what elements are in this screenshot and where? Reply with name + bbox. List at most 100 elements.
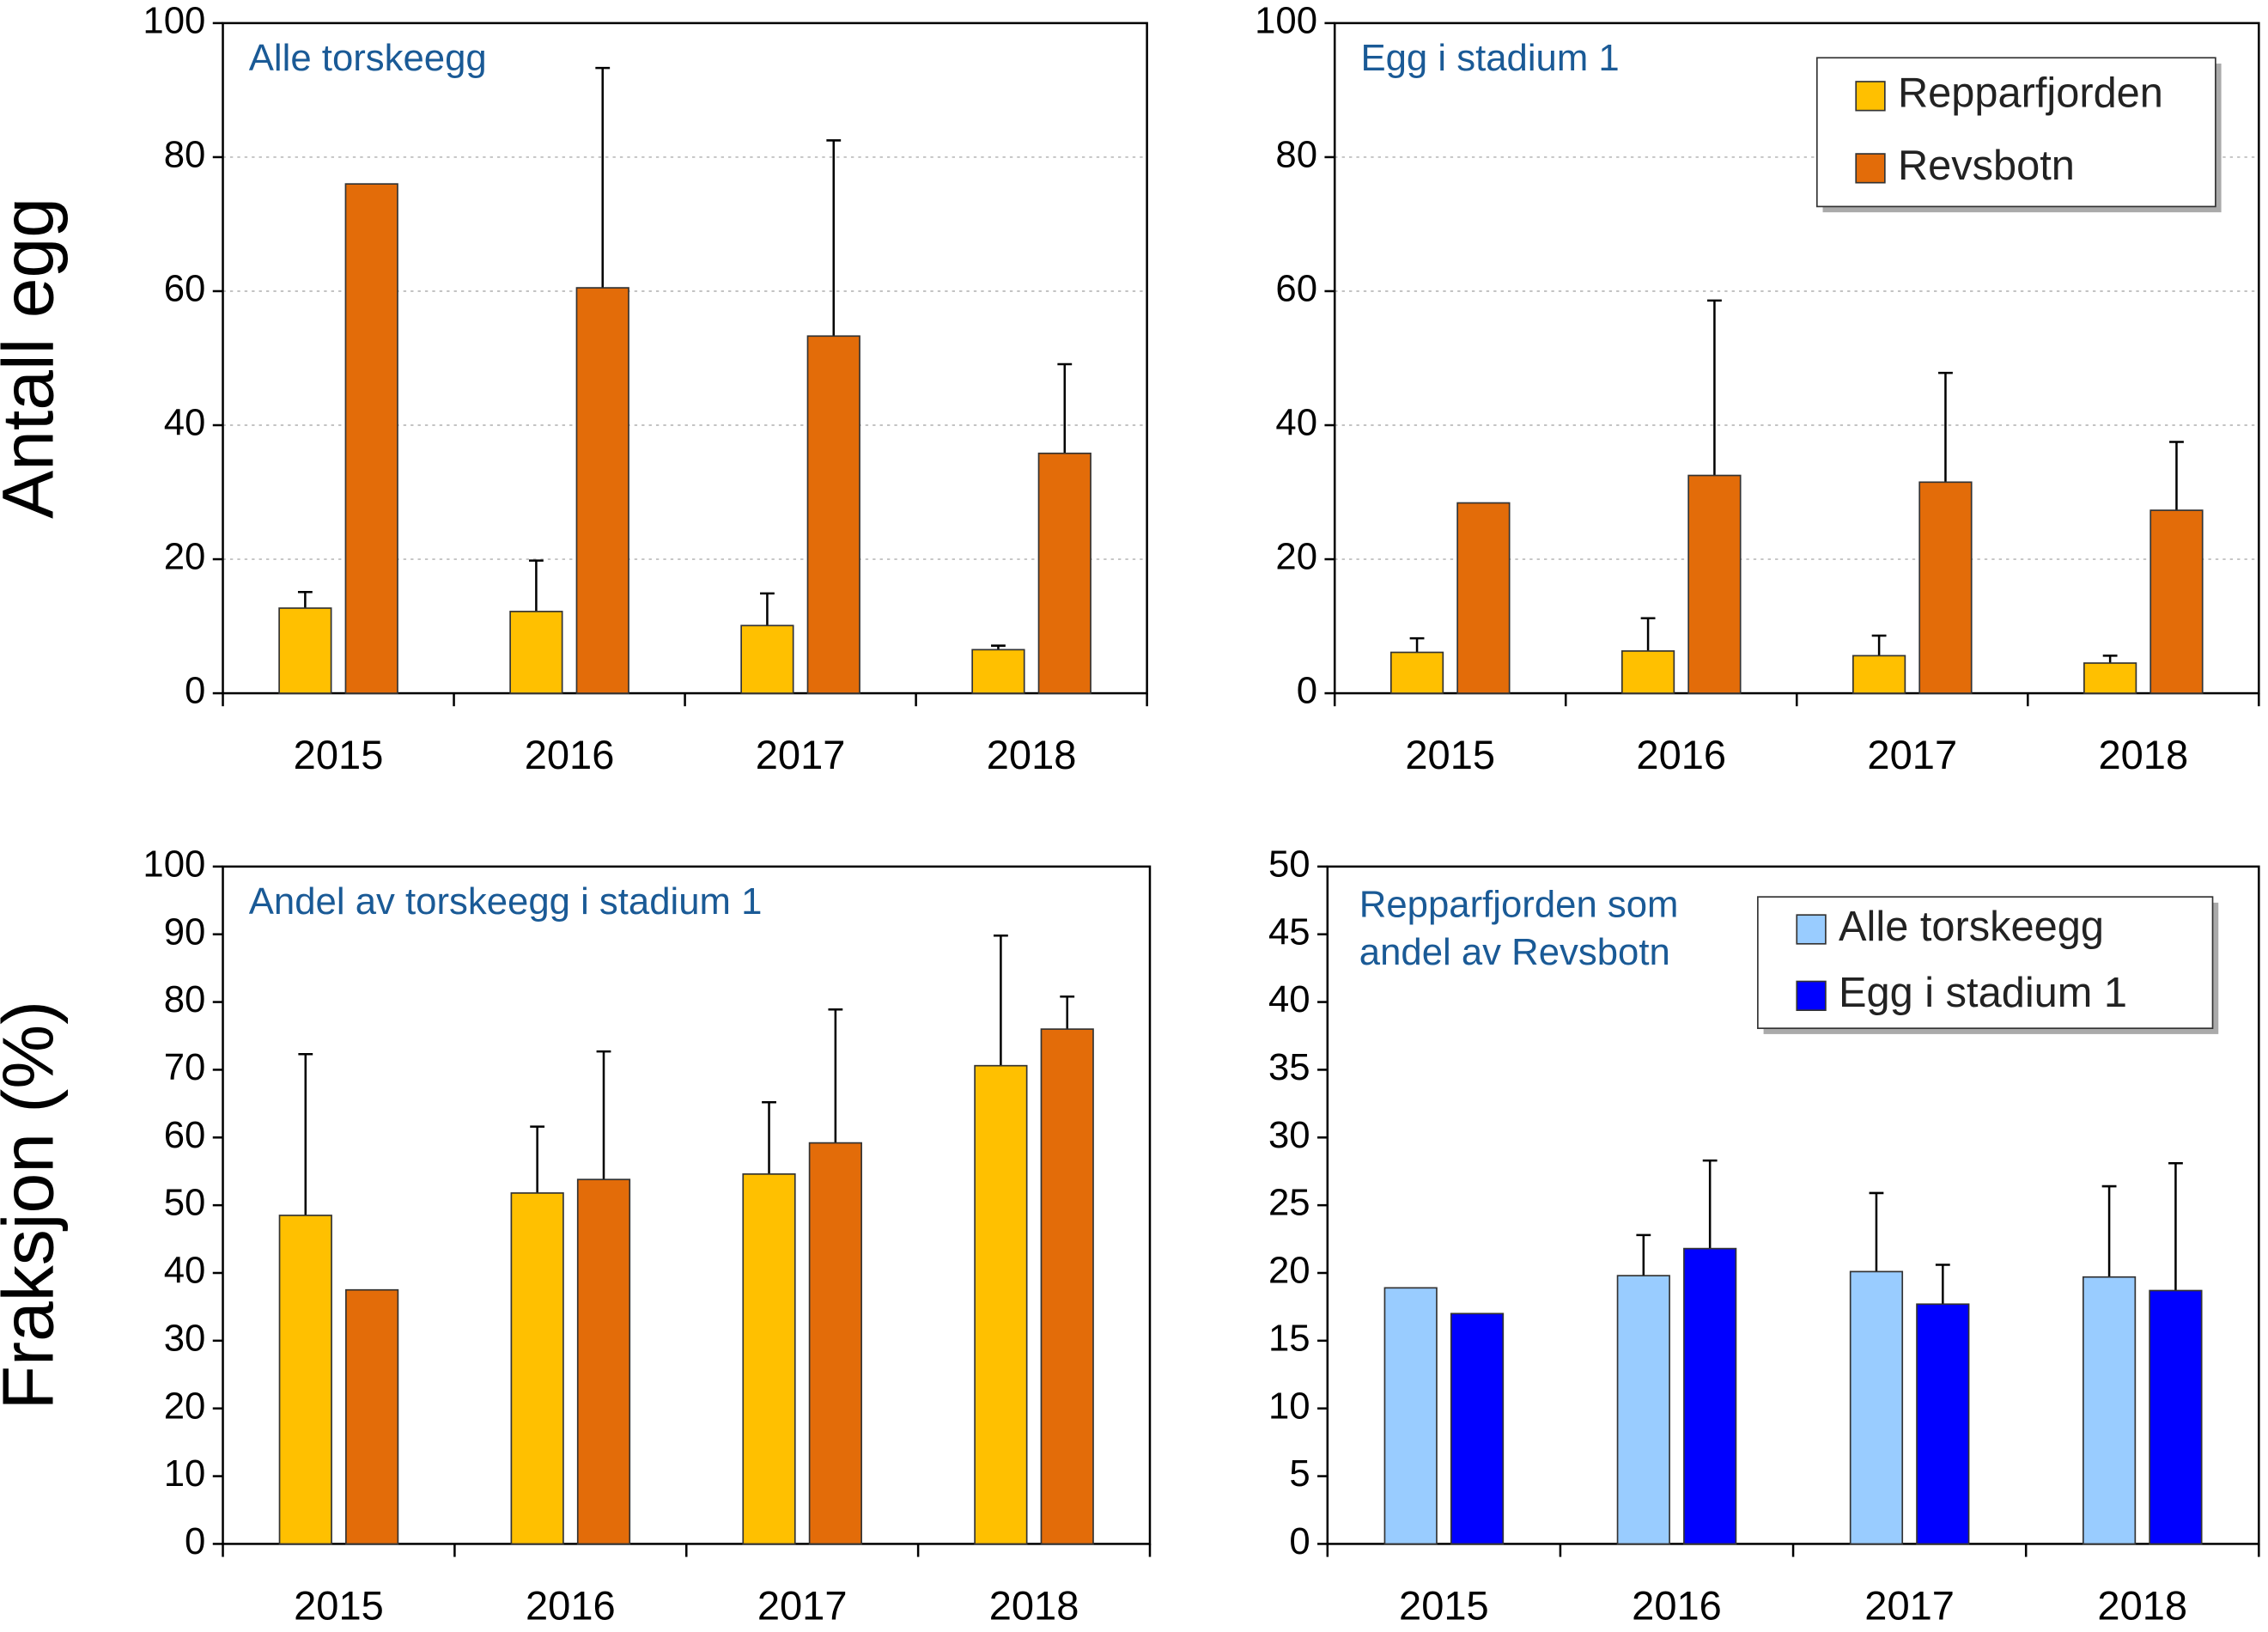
y-axis-label: Fraksjon (%) — [0, 1001, 68, 1410]
bar — [1849, 1270, 1904, 1545]
error-bar — [1060, 995, 1075, 1030]
error-bar — [1707, 299, 1722, 476]
error-bar — [1938, 371, 1953, 483]
y-tick-label: 40 — [1275, 402, 1317, 444]
x-tick-label: 2016 — [1636, 732, 1726, 777]
panel-title: Alle torskeegg — [249, 37, 487, 79]
bar — [575, 287, 629, 694]
y-tick-label: 20 — [1268, 1250, 1310, 1292]
y-tick-label: 10 — [164, 1452, 206, 1495]
y-tick-label: 70 — [164, 1046, 206, 1088]
error-bar — [1409, 636, 1425, 653]
panel-title: andel av Revsbotn — [1359, 931, 1670, 973]
y-tick-label: 80 — [1275, 133, 1317, 175]
bar — [1037, 452, 1091, 694]
y-tick-label: 25 — [1268, 1182, 1310, 1224]
bar — [740, 624, 794, 694]
error-bar — [993, 935, 1008, 1066]
y-tick-label: 10 — [1268, 1385, 1310, 1427]
y-tick-label: 60 — [164, 268, 206, 310]
bar — [1918, 481, 1973, 694]
error-bar — [1869, 1191, 1884, 1272]
bar — [510, 1192, 564, 1545]
bar — [1916, 1303, 1970, 1545]
bar — [2083, 662, 2137, 694]
bar — [1450, 1312, 1505, 1545]
bar — [1383, 1287, 1438, 1545]
y-tick-label: 30 — [164, 1317, 206, 1359]
y-tick-label: 40 — [164, 1250, 206, 1292]
y-tick-label: 60 — [164, 1114, 206, 1156]
y-tick-label: 60 — [1275, 268, 1317, 310]
error-bar — [826, 139, 842, 337]
x-tick-label: 2015 — [294, 1583, 384, 1629]
bar — [1852, 655, 1906, 694]
bar — [278, 1215, 332, 1545]
y-tick-label: 15 — [1268, 1317, 1310, 1359]
error-bar — [2101, 1184, 2117, 1277]
panel-title: Repparfjorden som — [1359, 883, 1679, 925]
y-tick-label: 0 — [1297, 670, 1317, 712]
y-tick-label: 40 — [1268, 978, 1310, 1020]
x-tick-label: 2018 — [987, 732, 1077, 777]
legend-label: Repparfjorden — [1898, 70, 2163, 117]
y-tick-label: 40 — [164, 402, 206, 444]
bar — [509, 611, 563, 694]
bar — [2149, 509, 2204, 694]
bar — [2149, 1289, 2203, 1545]
y-tick-label: 30 — [1268, 1114, 1310, 1156]
x-tick-label: 2016 — [526, 1583, 616, 1629]
bar — [345, 1288, 399, 1545]
x-tick-label: 2016 — [525, 732, 615, 777]
y-tick-label: 50 — [1268, 843, 1310, 885]
bar — [278, 607, 332, 694]
bar — [1040, 1028, 1094, 1545]
bar — [1456, 502, 1511, 694]
error-bar — [2168, 1161, 2183, 1291]
y-tick-label: 35 — [1268, 1046, 1310, 1088]
y-tick-label: 100 — [143, 0, 205, 41]
y-tick-label: 0 — [1289, 1520, 1310, 1562]
y-tick-label: 45 — [1268, 910, 1310, 953]
x-tick-label: 2018 — [2097, 1583, 2187, 1629]
y-tick-label: 100 — [1255, 0, 1317, 41]
x-tick-label: 2018 — [989, 1583, 1079, 1629]
bar — [2082, 1276, 2137, 1545]
error-bar — [2102, 655, 2118, 663]
error-bar — [2169, 441, 2184, 511]
y-tick-label: 20 — [164, 536, 206, 578]
x-tick-label: 2017 — [1867, 732, 1957, 777]
bar — [344, 183, 398, 694]
y-tick-label: 80 — [164, 978, 206, 1020]
bar — [806, 335, 860, 694]
error-bar — [595, 66, 611, 289]
x-tick-label: 2017 — [756, 732, 846, 777]
x-tick-label: 2018 — [2098, 732, 2188, 777]
error-bar — [828, 1008, 843, 1143]
y-tick-label: 5 — [1289, 1452, 1310, 1495]
bar — [742, 1173, 796, 1545]
legend-label: Revsbotn — [1898, 143, 2075, 189]
x-tick-label: 2015 — [1399, 1583, 1489, 1629]
y-axis-label: Antall egg — [0, 198, 68, 519]
error-bar — [760, 592, 775, 626]
bar — [1620, 650, 1675, 694]
error-bar — [530, 1125, 545, 1193]
error-bar — [596, 1050, 611, 1180]
legend-swatch — [1855, 81, 1886, 112]
panel-title: Egg i stadium 1 — [1360, 37, 1619, 79]
x-tick-label: 2016 — [1632, 1583, 1722, 1629]
legend-swatch — [1855, 153, 1886, 184]
error-bar — [297, 591, 313, 608]
y-tick-label: 0 — [185, 1520, 205, 1562]
bar — [808, 1142, 862, 1545]
x-tick-label: 2017 — [1864, 1583, 1955, 1629]
bar — [1683, 1247, 1737, 1545]
legend-label: Alle torskeegg — [1839, 904, 2104, 950]
error-bar — [1636, 1233, 1651, 1276]
y-tick-label: 80 — [164, 133, 206, 175]
error-bar — [1640, 617, 1656, 651]
bar — [576, 1178, 631, 1545]
x-tick-label: 2015 — [1405, 732, 1495, 777]
